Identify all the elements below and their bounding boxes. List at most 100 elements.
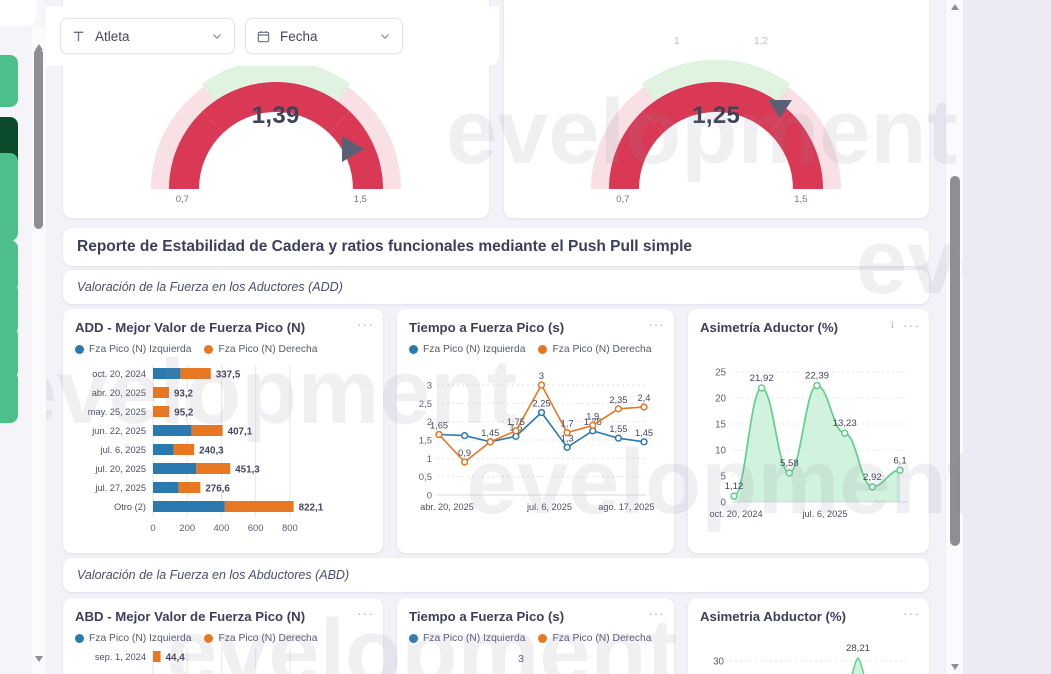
svg-text:3: 3 xyxy=(539,371,544,381)
scroll-down-arrow-icon[interactable] xyxy=(951,664,959,670)
svg-text:1,5: 1,5 xyxy=(419,436,432,447)
svg-text:1,45: 1,45 xyxy=(481,428,499,438)
more-options-icon[interactable]: ··· xyxy=(903,317,920,333)
rail-item-4[interactable] xyxy=(0,189,18,241)
add-asym-chart[interactable]: 0 5 10 15 20 25 1,12 21,92 5,58 22,39 13,23 2,92 6,1… xyxy=(700,344,919,553)
scrollbar-thumb[interactable] xyxy=(34,49,43,229)
gauge-left-max: 1,5 xyxy=(353,194,367,205)
abd-line-top-label: 3 xyxy=(518,653,524,665)
card-add-line: Tiempo a Fuerza Pico (s) ··· Fza Pico (N… xyxy=(397,309,674,553)
legend-dot-icon xyxy=(538,345,548,354)
scroll-down-arrow-icon[interactable] xyxy=(35,656,43,662)
card-title: Tiempo a Fuerza Pico (s) xyxy=(409,320,565,335)
svg-text:2,5: 2,5 xyxy=(419,399,432,410)
page-scrollbar-thumb[interactable] xyxy=(950,176,960,546)
app-viewport: evelopment evelopment evelopment evelopm… xyxy=(46,0,963,674)
more-options-icon[interactable]: ··· xyxy=(903,605,920,621)
section-subtitle-add: Valoración de la Fuerza en los Aductores… xyxy=(63,270,929,304)
svg-text:abr. 20, 2025: abr. 20, 2025 xyxy=(420,502,474,512)
card-tools: i ··· xyxy=(890,317,920,333)
gauge-right-max: 1,5 xyxy=(794,194,808,205)
card-tools: ··· xyxy=(903,605,920,621)
legend-label: Fza Pico (N) Izquierda xyxy=(423,344,526,355)
legend-label: Fza Pico (N) Izquierda xyxy=(89,633,192,644)
rail-item-1[interactable] xyxy=(0,55,18,107)
scroll-up-arrow-icon[interactable] xyxy=(951,4,959,10)
add-line-chart[interactable]: 0 0,5 1 1,5 2 2,5 3 abr. 20, 2025 jul. 6, 2025 ag… xyxy=(409,355,664,535)
rail-item-6[interactable] xyxy=(0,283,18,335)
filter-athlete[interactable]: Atleta xyxy=(60,18,235,54)
card-title: Asimetría Aductor (%) xyxy=(700,320,838,335)
svg-text:0,9: 0,9 xyxy=(458,448,471,458)
legend-dot-icon xyxy=(409,345,418,354)
chevron-down-icon xyxy=(381,34,389,40)
left-rail-scrollbar[interactable] xyxy=(30,27,46,674)
page-scrollbar[interactable] xyxy=(945,0,963,674)
card-add-asym: Asimetría Aductor (%) i ··· 0 5 10 15 20 25 1,… xyxy=(688,309,929,553)
rail-item-8[interactable] xyxy=(0,371,18,423)
svg-text:1,3: 1,3 xyxy=(561,433,574,443)
svg-text:451,3: 451,3 xyxy=(235,465,260,476)
svg-text:0,5: 0,5 xyxy=(419,472,432,483)
legend-dot-icon xyxy=(204,345,214,354)
add-chart-row: ADD - Mejor Valor de Fuerza Pico (N) ···… xyxy=(63,309,929,553)
abd-line-chart[interactable]: 3 xyxy=(409,644,664,674)
left-rail-items xyxy=(0,27,30,674)
svg-text:407,1: 407,1 xyxy=(228,427,253,438)
legend-item-left[interactable]: Fza Pico (N) Izquierda xyxy=(75,344,191,355)
legend: Fza Pico (N) Izquierda Fza Pico (N) Dere… xyxy=(75,344,371,355)
svg-text:22,39: 22,39 xyxy=(805,371,829,382)
rail-top-corner xyxy=(0,0,36,26)
svg-text:28,21: 28,21 xyxy=(846,643,870,654)
svg-text:337,5: 337,5 xyxy=(216,370,241,381)
svg-text:1,45: 1,45 xyxy=(635,428,653,438)
rail-item-5[interactable] xyxy=(0,240,18,292)
gauge-right: 1 1,2 1,25 0,7 1,5 xyxy=(586,4,846,205)
legend-item-right[interactable]: Fza Pico (N) Derecha xyxy=(204,344,317,355)
legend-dot-icon xyxy=(409,634,418,643)
abd-chart-row: ABD - Mejor Valor de Fuerza Pico (N) ···… xyxy=(63,598,929,674)
card-tools: ··· xyxy=(357,605,374,621)
dashboard-scroll-body: 1,39 0,7 1,5 1 1,2 xyxy=(46,0,946,674)
svg-text:30: 30 xyxy=(713,657,724,668)
more-options-icon[interactable]: ··· xyxy=(357,605,374,621)
legend: Fza Pico (N) Izquierda Fza Pico (N) Dere… xyxy=(409,344,662,355)
more-options-icon[interactable]: ··· xyxy=(357,316,374,332)
chevron-down-icon xyxy=(213,34,221,40)
svg-text:may. 25, 2025: may. 25, 2025 xyxy=(88,407,146,417)
abd-asym-chart[interactable]: 30 28,21 xyxy=(700,637,919,674)
legend-dot-icon xyxy=(538,634,548,643)
svg-text:25: 25 xyxy=(715,368,726,379)
more-options-icon[interactable]: ··· xyxy=(648,316,665,332)
legend-dot-icon xyxy=(204,634,214,643)
more-options-icon[interactable]: ··· xyxy=(648,605,665,621)
section-subtitle-abd: Valoración de la Fuerza en los Abductore… xyxy=(63,558,929,592)
svg-text:276,6: 276,6 xyxy=(205,484,230,495)
svg-text:20: 20 xyxy=(715,394,726,405)
page-title: Reporte de Estabilidad de Cadera y ratio… xyxy=(77,238,693,255)
legend-item-left[interactable]: Fza Pico (N) Izquierda xyxy=(409,633,525,644)
legend-item-right[interactable]: Fza Pico (N) Derecha xyxy=(538,344,651,355)
calendar-icon xyxy=(257,30,270,42)
abd-bar-chart[interactable]: sep. 1, 2024 44,4 xyxy=(75,644,373,674)
legend-item-right[interactable]: Fza Pico (N) Derecha xyxy=(538,633,651,644)
svg-text:jul. 27, 2025: jul. 27, 2025 xyxy=(94,483,146,493)
svg-text:oct. 20, 2024: oct. 20, 2024 xyxy=(709,509,762,519)
svg-text:2: 2 xyxy=(427,417,432,428)
legend-item-left[interactable]: Fza Pico (N) Izquierda xyxy=(409,344,525,355)
filter-date[interactable]: Fecha xyxy=(245,18,403,54)
gauge-right-band-start: 1 xyxy=(674,36,680,47)
scroll-up-arrow-icon[interactable] xyxy=(35,44,43,50)
add-bar-chart[interactable]: 0 200 400 600 800 oct. 20, 2024 337,5 abr. 20, … xyxy=(75,355,373,535)
legend-item-right[interactable]: Fza Pico (N) Derecha xyxy=(204,633,317,644)
svg-text:95,2: 95,2 xyxy=(174,408,194,419)
svg-text:0: 0 xyxy=(427,491,432,502)
svg-text:6,1: 6,1 xyxy=(893,455,906,466)
legend-item-left[interactable]: Fza Pico (N) Izquierda xyxy=(75,633,191,644)
info-icon[interactable]: i xyxy=(890,319,894,331)
svg-text:1: 1 xyxy=(427,454,432,465)
svg-text:1,65: 1,65 xyxy=(430,421,448,431)
rail-item-7[interactable] xyxy=(0,327,18,379)
svg-text:Otro (2): Otro (2) xyxy=(114,502,146,512)
gauge-left-svg xyxy=(150,59,401,190)
